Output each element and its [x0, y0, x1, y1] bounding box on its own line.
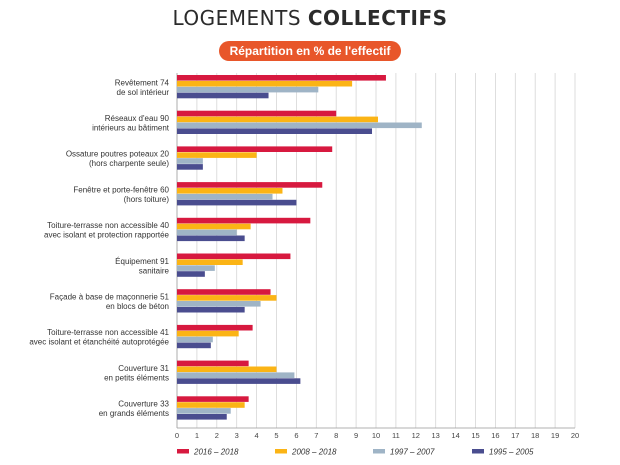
category-label-line2: intérieurs au bâtiment — [92, 124, 170, 133]
bar — [177, 235, 245, 242]
legend-label: 2008 – 2018 — [291, 448, 337, 457]
bar — [177, 402, 245, 408]
bar — [177, 414, 227, 420]
category-label-line2: en petits éléments — [104, 373, 169, 382]
bar — [177, 199, 297, 206]
x-tick-label: 13 — [432, 431, 440, 440]
category-label-line2: (hors toiture) — [124, 195, 170, 204]
category-label: Ossature poutres poteaux 20 — [66, 150, 170, 159]
chart-title: LOGEMENTS COLLECTIFS — [0, 6, 620, 30]
legend-swatch — [373, 449, 385, 454]
bar — [177, 229, 237, 236]
bar — [177, 223, 251, 230]
bar — [177, 342, 211, 349]
legend-swatch — [275, 449, 287, 454]
x-tick-label: 6 — [294, 431, 298, 440]
chart-title-part2: COLLECTIFS — [307, 6, 448, 30]
bar — [177, 324, 253, 331]
bar — [177, 182, 323, 188]
category-label: Réseaux d'eau 90 — [105, 114, 170, 123]
legend-swatch — [472, 449, 484, 454]
x-tick-label: 18 — [531, 431, 539, 440]
bar — [177, 289, 271, 295]
bar — [177, 259, 243, 265]
bar — [177, 330, 239, 337]
category-label-line2: (hors charpente seule) — [89, 159, 169, 168]
bar — [177, 86, 319, 93]
x-tick-label: 17 — [511, 431, 519, 440]
bar — [177, 75, 386, 81]
category-label-line2: en blocs de béton — [106, 302, 169, 311]
bar — [177, 217, 311, 224]
category-label: Couverture 31 — [118, 364, 169, 373]
bar — [177, 271, 205, 277]
x-tick-label: 2 — [215, 431, 219, 440]
bar — [177, 336, 213, 343]
bar — [177, 116, 378, 123]
category-label-line2: avec isolant et étanchéité autoprotégée — [29, 338, 169, 347]
x-tick-label: 5 — [274, 431, 278, 440]
x-tick-label: 12 — [412, 431, 420, 440]
chart-subtitle-badge: Répartition en % de l'effectif — [0, 41, 620, 61]
x-tick-label: 14 — [451, 431, 459, 440]
bar — [177, 360, 249, 367]
bar — [177, 408, 231, 414]
bar — [177, 378, 301, 384]
bar — [177, 110, 337, 117]
legend-label: 2016 – 2018 — [193, 448, 239, 457]
chart-title-part1: LOGEMENTS — [172, 6, 308, 30]
category-label: Toiture-terrasse non accessible 40 — [47, 221, 169, 230]
legend-label: 1995 – 2005 — [489, 448, 534, 457]
bar — [177, 146, 333, 152]
category-label: Fenêtre et porte-fenêtre 60 — [73, 185, 169, 194]
x-tick-label: 20 — [571, 431, 579, 440]
category-label: Couverture 33 — [118, 400, 169, 409]
bar — [177, 158, 203, 164]
category-label: Équipement 91 — [115, 257, 169, 266]
bar — [177, 122, 422, 129]
x-tick-label: 11 — [392, 431, 400, 440]
x-tick-label: 7 — [314, 431, 318, 440]
chart-subtitle: Répartition en % de l'effectif — [218, 41, 402, 61]
x-tick-label: 1 — [195, 431, 199, 440]
bar — [177, 265, 215, 271]
x-tick-label: 3 — [235, 431, 239, 440]
bar — [177, 301, 261, 307]
category-label: Revêtement 74 — [115, 78, 170, 87]
x-tick-label: 0 — [175, 431, 179, 440]
bar — [177, 253, 291, 260]
category-label: Toiture-terrasse non accessible 41 — [47, 328, 169, 337]
bar — [177, 366, 277, 373]
bar — [177, 306, 245, 313]
category-label-line2: de sol intérieur — [117, 88, 170, 97]
category-label-line2: sanitaire — [139, 266, 170, 275]
bar — [177, 128, 373, 134]
bar — [177, 152, 257, 158]
bar — [177, 396, 249, 402]
bar — [177, 164, 203, 170]
bar — [177, 80, 353, 87]
x-tick-label: 9 — [354, 431, 358, 440]
x-tick-label: 15 — [471, 431, 479, 440]
legend-swatch — [177, 449, 189, 454]
x-tick-label: 8 — [334, 431, 338, 440]
legend-label: 1997 – 2007 — [390, 448, 435, 457]
bar — [177, 92, 269, 99]
category-label-line2: en grands éléments — [99, 409, 169, 418]
x-tick-label: 4 — [255, 431, 259, 440]
bar — [177, 295, 277, 301]
x-tick-label: 19 — [551, 431, 559, 440]
x-tick-label: 16 — [491, 431, 499, 440]
bar — [177, 193, 273, 200]
bar — [177, 188, 283, 194]
category-label: Façade à base de maçonnerie 51 — [50, 293, 170, 302]
category-label-line2: avec isolant et protection rapportée — [44, 231, 170, 240]
bar — [177, 372, 295, 378]
x-tick-label: 10 — [372, 431, 380, 440]
